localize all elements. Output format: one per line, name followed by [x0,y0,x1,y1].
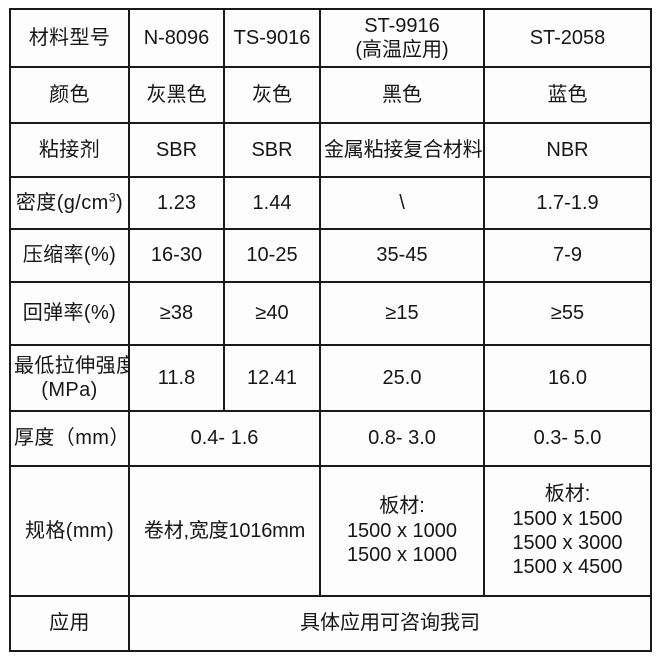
cell-density-st2058: 1.7-1.9 [483,176,652,230]
cell-tensile-n8096: 11.8 [128,344,225,412]
cell-application-note: 具体应用可咨询我司 [128,595,652,652]
material-specification-table: 材料型号 N-8096 TS-9016 ST-9916 (高温应用) ST-20… [9,8,652,652]
cell-recovery-n8096: ≥38 [128,281,225,346]
cell-color-ts9016: 灰色 [223,66,321,124]
cell-size-st2058: 板材: 1500 x 1500 1500 x 3000 1500 x 4500 [483,465,652,597]
row-label-adhesive: 粘接剂 [9,122,130,178]
table-row-size: 规格(mm) 卷材,宽度1016mm 板材: 1500 x 1000 1500 … [9,465,652,597]
cell-size-st9916: 板材: 1500 x 1000 1500 x 1000 [319,465,485,597]
table-row-thickness: 厚度（mm） 0.4- 1.6 0.8- 3.0 0.3- 5.0 [9,410,652,467]
cell-model-ts9016: TS-9016 [223,8,321,68]
cell-density-n8096: 1.23 [128,176,225,230]
row-label-color: 颜色 [9,66,130,124]
cell-model-st9916: ST-9916 (高温应用) [319,8,485,68]
cell-compression-st2058: 7-9 [483,228,652,283]
cell-compression-ts9016: 10-25 [223,228,321,283]
row-label-density-superscript: 3 [108,190,117,205]
cell-density-st9916: \ [319,176,485,230]
cell-model-st9916-code: ST-9916 [364,14,440,37]
row-label-thickness: 厚度（mm） [9,410,130,467]
cell-density-ts9016: 1.44 [223,176,321,230]
row-label-application: 应用 [9,595,130,652]
row-label-model: 材料型号 [9,8,130,68]
cell-size-st2058-line2: 1500 x 1500 [512,507,623,530]
cell-adhesive-st9916: 金属粘接复合材料 [319,122,485,178]
table-row-density: 密度(g/cm3) 1.23 1.44 \ 1.7-1.9 [9,176,652,230]
row-label-recovery: 回弹率(%) [9,281,130,346]
cell-tensile-ts9016: 12.41 [223,344,321,412]
row-label-compression: 压缩率(%) [9,228,130,283]
cell-size-st2058-line1: 板材: [544,483,591,506]
cell-adhesive-st2058: NBR [483,122,652,178]
row-label-tensile-line2: (MPa) [41,379,98,401]
cell-tensile-st2058: 16.0 [483,344,652,412]
cell-thickness-roll-grades: 0.4- 1.6 [128,410,321,467]
cell-model-st9916-note: (高温应用) [355,39,449,61]
cell-size-st9916-line1: 板材: [379,495,425,518]
table-row-adhesive: 粘接剂 SBR SBR 金属粘接复合材料 NBR [9,122,652,178]
cell-color-st2058: 蓝色 [483,66,652,124]
cell-model-st2058: ST-2058 [483,8,652,68]
cell-recovery-st9916: ≥15 [319,281,485,346]
row-label-density: 密度(g/cm3) [9,176,130,230]
row-label-density-tail: ) [116,191,124,214]
cell-color-n8096: 灰黑色 [128,66,225,124]
table-row-tensile: 最低拉伸强度 (MPa) 11.8 12.41 25.0 16.0 [9,344,652,412]
table-row-application: 应用 具体应用可咨询我司 [9,595,652,652]
cell-size-st2058-line3: 1500 x 3000 [512,532,623,554]
cell-size-st9916-line2: 1500 x 1000 [346,519,458,542]
row-label-tensile-line1: 最低拉伸强度 [14,354,129,377]
row-label-tensile: 最低拉伸强度 (MPa) [9,344,130,412]
cell-compression-st9916: 35-45 [319,228,485,283]
cell-adhesive-ts9016: SBR [223,122,321,178]
row-label-size: 规格(mm) [9,465,130,597]
cell-thickness-st2058: 0.3- 5.0 [483,410,652,467]
table-row-model: 材料型号 N-8096 TS-9016 ST-9916 (高温应用) ST-20… [9,8,652,68]
cell-compression-n8096: 16-30 [128,228,225,283]
cell-recovery-ts9016: ≥40 [223,281,321,346]
cell-model-n8096: N-8096 [128,8,225,68]
cell-tensile-st9916: 25.0 [319,344,485,412]
cell-size-st9916-line3: 1500 x 1000 [346,544,458,567]
table-row-recovery: 回弹率(%) ≥38 ≥40 ≥15 ≥55 [9,281,652,346]
cell-size-roll: 卷材,宽度1016mm [128,465,321,597]
cell-color-st9916: 黑色 [319,66,485,124]
cell-size-st2058-line4: 1500 x 4500 [512,556,623,579]
cell-recovery-st2058: ≥55 [483,281,652,346]
table-row-color: 颜色 灰黑色 灰色 黑色 蓝色 [9,66,652,124]
table-row-compression: 压缩率(%) 16-30 10-25 35-45 7-9 [9,228,652,283]
row-label-density-main: 密度(g/cm [15,191,109,214]
cell-adhesive-n8096: SBR [128,122,225,178]
cell-thickness-st9916: 0.8- 3.0 [319,410,485,467]
